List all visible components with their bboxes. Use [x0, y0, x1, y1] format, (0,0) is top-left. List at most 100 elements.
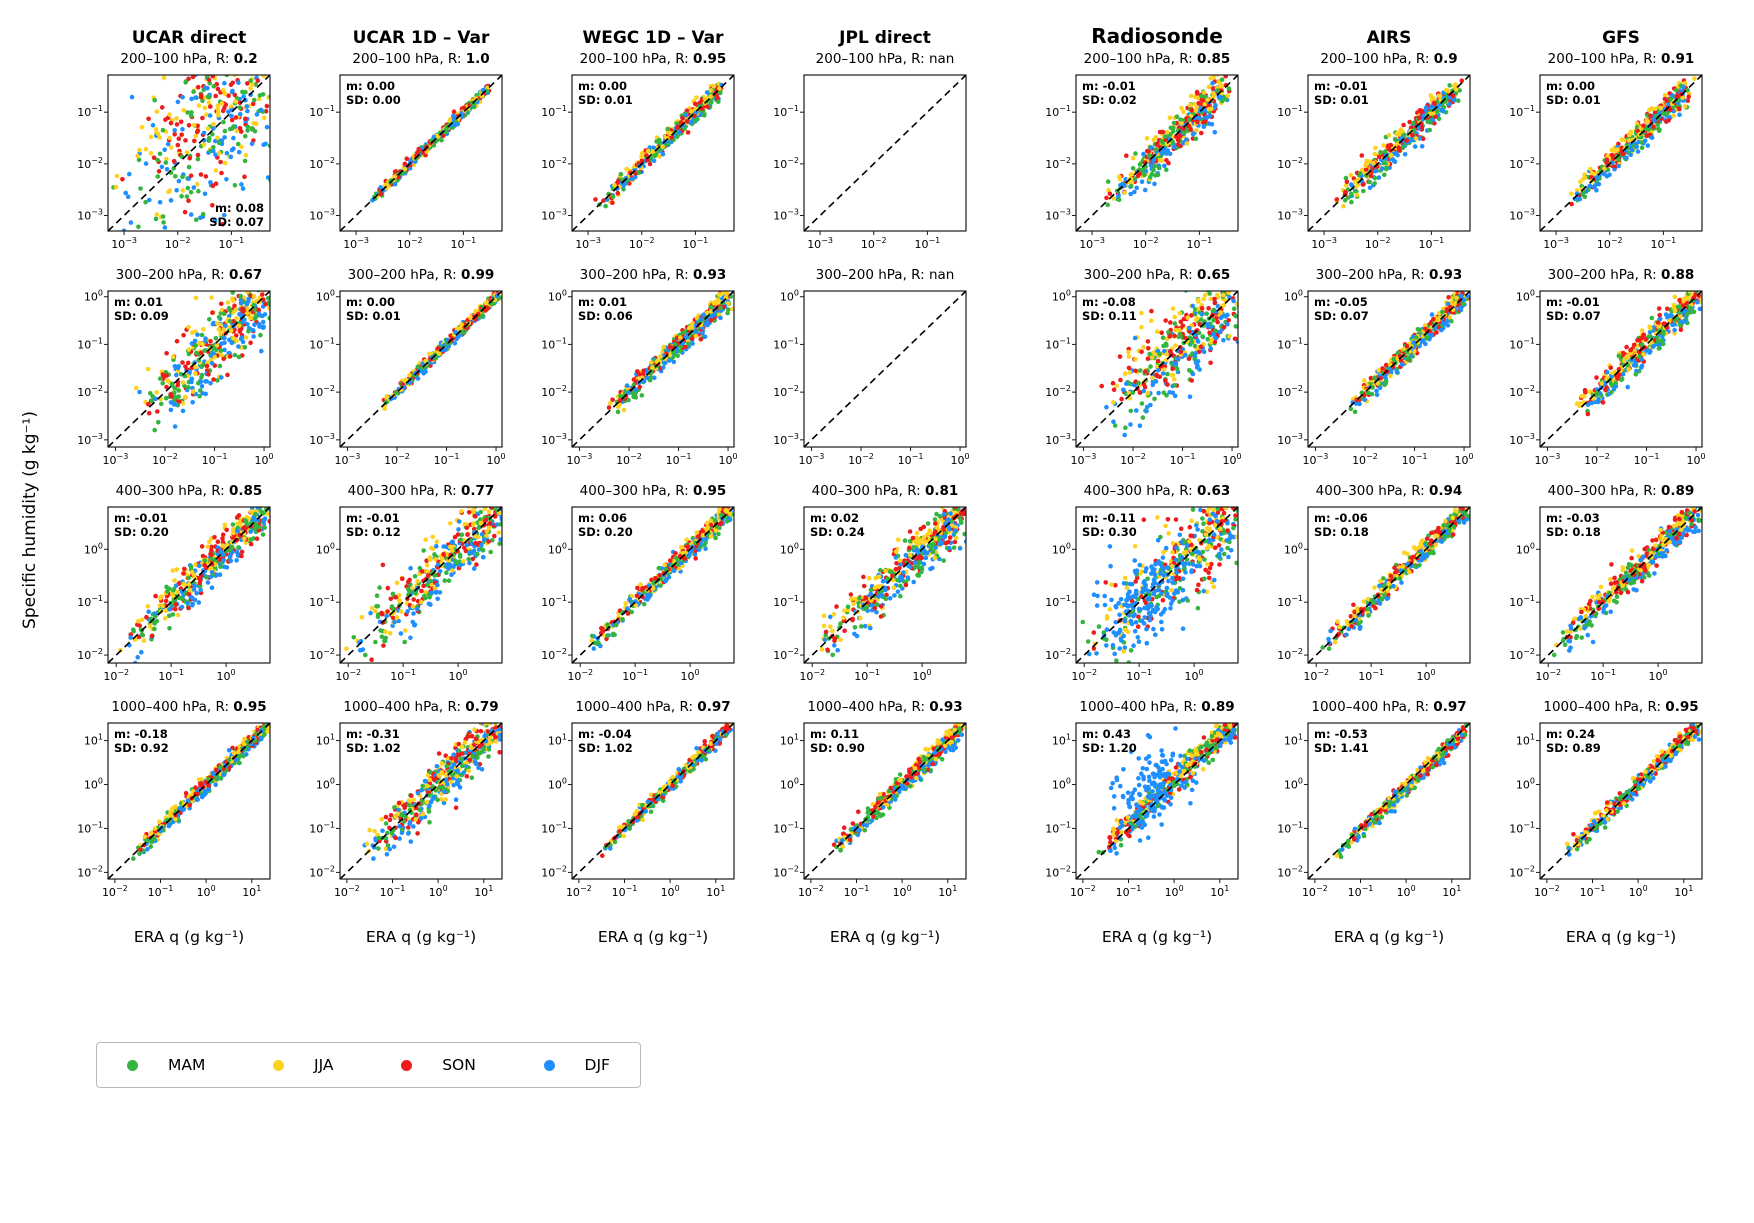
panel-title-rvalue: 0.97	[697, 699, 731, 715]
panel-annotation-sd: SD: 0.20	[578, 525, 633, 539]
panel-ucar-1dvar-r3: 1000–400 hPa, R: 0.79 10−2 10−2 10−1 10−1 100…	[300, 696, 506, 912]
panel-annotation-m: m: -0.01	[1082, 79, 1136, 93]
scatter-points	[1334, 723, 1469, 860]
identity-line	[803, 722, 967, 880]
panel-annotation-sd: SD: 0.18	[1546, 525, 1601, 539]
panel-annotation-m: m: -0.03	[1546, 511, 1600, 525]
panel-annotation-m: m: 0.24	[1546, 727, 1595, 741]
svg-text:10−3: 10−3	[1509, 208, 1535, 223]
panel-title-rvalue: nan	[928, 267, 955, 283]
svg-text:10−1: 10−1	[1045, 336, 1071, 351]
panel-title: 400–300 hPa, R: 0.81	[764, 480, 970, 502]
panel-title-layer: 1000–400 hPa, R:	[575, 699, 698, 715]
scatter-points	[1080, 507, 1238, 663]
panel-title-layer: 200–100 hPa, R:	[1083, 51, 1197, 67]
svg-text:10−1: 10−1	[666, 452, 692, 467]
column-header-jpl-direct: JPL direct	[839, 28, 931, 48]
svg-text:100: 100	[487, 452, 506, 467]
x-axis-label-jpl-direct: ERA q (g kg⁻¹)	[829, 928, 941, 946]
svg-text:10−2: 10−2	[848, 452, 874, 467]
column-header-gfs: GFS	[1602, 28, 1640, 48]
panel-title-rvalue: 0.88	[1661, 267, 1695, 283]
panel-annotation-sd: SD: 0.24	[810, 525, 865, 539]
panel-annotation-m: m: -0.11	[1082, 511, 1136, 525]
svg-text:10−3: 10−3	[1045, 208, 1071, 223]
panel-title-rvalue: 0.93	[929, 699, 963, 715]
scatter-points	[1099, 291, 1238, 438]
svg-text:10−1: 10−1	[309, 336, 335, 351]
svg-text:10−3: 10−3	[309, 432, 335, 447]
panel-title-layer: 400–300 hPa, R:	[579, 483, 693, 499]
x-axis-label-gfs: ERA q (g kg⁻¹)	[1565, 928, 1677, 946]
svg-text:10−3: 10−3	[1277, 208, 1303, 223]
panel-ucar-1dvar-r0: 200–100 hPa, R: 1.0 10−3 10−3 10−2 10−2 10−1 1…	[300, 48, 506, 264]
svg-text:10−2: 10−2	[1045, 384, 1071, 399]
svg-text:10−3: 10−3	[77, 432, 103, 447]
panel-ucar-direct-r0: 200–100 hPa, R: 0.2 10−3 10−3 10−2 10−2 10−1 1…	[68, 48, 274, 264]
identity-line	[107, 506, 271, 664]
svg-text:10−2: 10−2	[773, 384, 799, 399]
legend: MAM JJA SON DJF	[96, 1042, 641, 1088]
panel-title: 400–300 hPa, R: 0.63	[1036, 480, 1242, 502]
panel-title-layer: 1000–400 hPa, R:	[1311, 699, 1434, 715]
panel-title-rvalue: 0.89	[1201, 699, 1235, 715]
identity-line	[339, 290, 503, 448]
panel-wegc-1dvar-r0: 200–100 hPa, R: 0.95 10−3 10−3 10−2 10−2 10−1…	[532, 48, 738, 264]
legend-item-son: SON	[401, 1056, 476, 1074]
panel-title: 300–200 hPa, R: nan	[764, 264, 970, 286]
svg-text:10−3: 10−3	[773, 432, 799, 447]
column-header-wegc-1dvar: WEGC 1D – Var	[582, 28, 724, 48]
panel-annotation-m: m: -0.31	[346, 727, 400, 741]
svg-text:10−3: 10−3	[77, 208, 103, 223]
panel-annotation-sd: SD: 1.41	[1314, 741, 1369, 755]
scatter-points	[1096, 723, 1238, 856]
panel-title: 1000–400 hPa, R: 0.93	[764, 696, 970, 718]
svg-text:10−2: 10−2	[397, 236, 423, 251]
panel-radiosonde-r0: 200–100 hPa, R: 0.85 10−3 10−3 10−2 10−2 10−1…	[1036, 48, 1242, 264]
svg-text:10−1: 10−1	[773, 336, 799, 351]
panel-annotation-sd: SD: 0.20	[114, 525, 169, 539]
svg-text:10−3: 10−3	[1311, 236, 1337, 251]
panel-title: 1000–400 hPa, R: 0.95	[68, 696, 274, 718]
panel-radiosonde-r2: 400–300 hPa, R: 0.63 10−2 10−2 10−1 10−1 100 1…	[1036, 480, 1242, 696]
panel-title-rvalue: 0.93	[693, 267, 727, 283]
svg-text:10−2: 10−2	[1120, 452, 1146, 467]
panel-title-layer: 300–200 hPa, R:	[347, 267, 461, 283]
svg-text:10−3: 10−3	[799, 452, 825, 467]
panel-annotation-m: m: -0.05	[1314, 295, 1368, 309]
panel-title-layer: 1000–400 hPa, R:	[343, 699, 466, 715]
legend-dot-djf	[543, 1059, 555, 1071]
svg-text:10−1: 10−1	[309, 104, 335, 119]
svg-text:10−2: 10−2	[77, 384, 103, 399]
svg-text:10−1: 10−1	[1418, 236, 1444, 251]
legend-item-mam: MAM	[127, 1056, 205, 1074]
column-header-ucar-direct: UCAR direct	[131, 28, 247, 48]
scatter-plot: 10−310−3 10−2 10−2 10−1 10−1 100 100 m: 0.01SD:…	[77, 289, 273, 467]
panel-title-rvalue: 0.85	[1197, 51, 1231, 67]
svg-text:10−3: 10−3	[103, 452, 129, 467]
identity-line	[1075, 506, 1239, 664]
panel-title: 300–200 hPa, R: 0.93	[532, 264, 738, 286]
legend-dot-mam	[127, 1059, 138, 1071]
panel-title-rvalue: 0.79	[465, 699, 499, 715]
panel-jpl-direct-r2: 400–300 hPa, R: 0.81 10−2 10−2 10−1 10−1 100 1…	[764, 480, 970, 696]
identity-line	[1539, 722, 1703, 880]
panel-title-layer: 200–100 hPa, R:	[815, 51, 929, 67]
panel-title-rvalue: 0.63	[1197, 483, 1231, 499]
panel-annotation-sd: SD: 1.02	[578, 741, 633, 755]
identity-line	[339, 74, 503, 232]
identity-line	[1539, 506, 1703, 664]
panel-title: 300–200 hPa, R: 0.88	[1500, 264, 1706, 286]
svg-text:10−2: 10−2	[1509, 156, 1535, 171]
svg-text:100: 100	[951, 452, 970, 467]
